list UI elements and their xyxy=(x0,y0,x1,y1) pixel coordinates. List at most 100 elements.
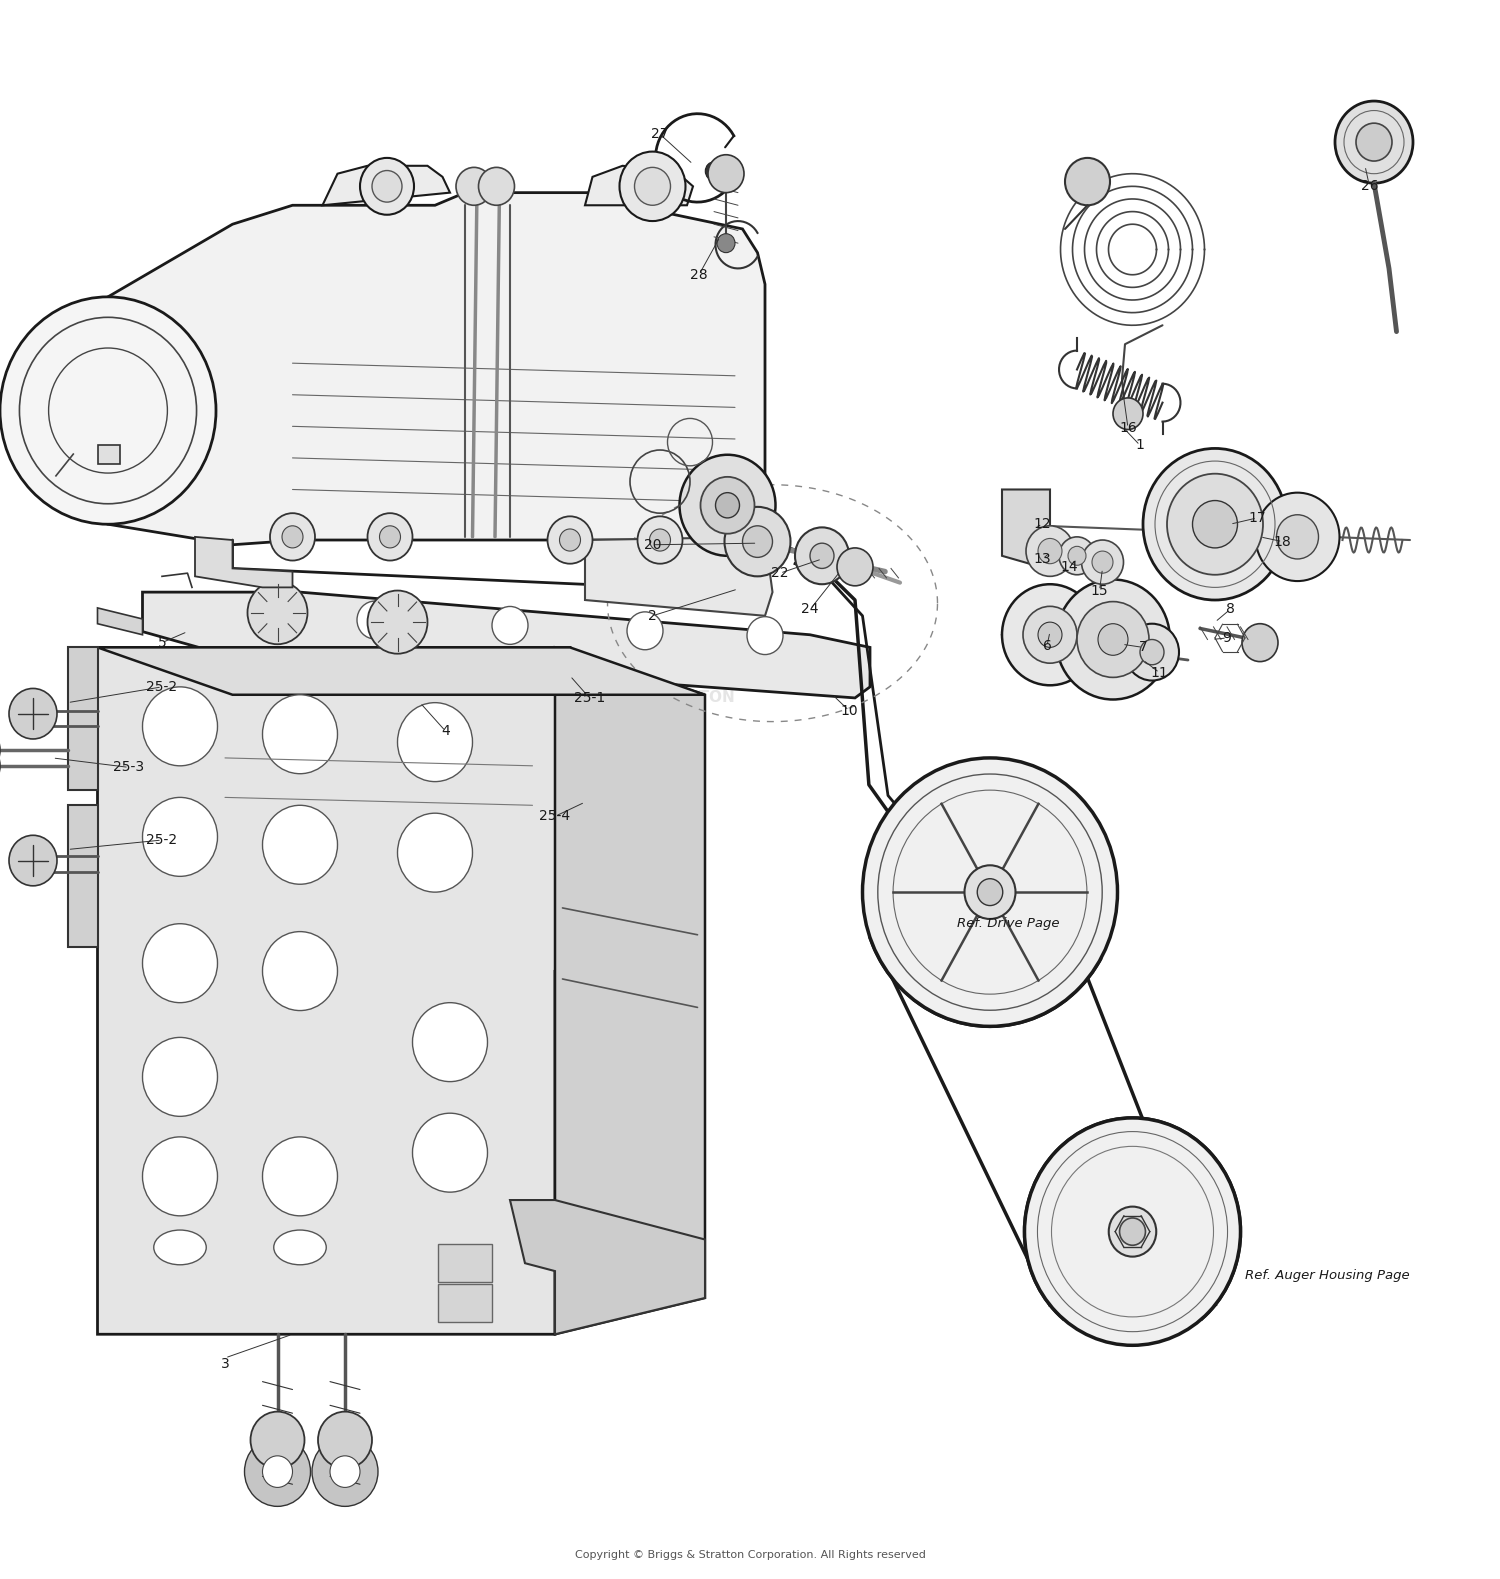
Text: Ref. Drive Page: Ref. Drive Page xyxy=(957,917,1059,930)
Circle shape xyxy=(620,152,686,221)
Text: Copyright © Briggs & Stratton Corporation. All Rights reserved: Copyright © Briggs & Stratton Corporatio… xyxy=(574,1551,926,1560)
Circle shape xyxy=(1113,398,1143,429)
Polygon shape xyxy=(555,647,705,1334)
Circle shape xyxy=(262,805,338,884)
Circle shape xyxy=(1068,546,1086,565)
Text: 25-4: 25-4 xyxy=(540,810,570,823)
Circle shape xyxy=(262,932,338,1011)
Circle shape xyxy=(1335,101,1413,183)
Circle shape xyxy=(1065,158,1110,205)
Circle shape xyxy=(1098,624,1128,655)
Circle shape xyxy=(0,297,216,524)
Text: 28: 28 xyxy=(690,268,708,281)
Circle shape xyxy=(627,611,663,651)
Circle shape xyxy=(634,167,670,205)
Circle shape xyxy=(398,703,472,782)
Circle shape xyxy=(357,602,393,639)
Circle shape xyxy=(1167,474,1263,575)
Circle shape xyxy=(360,158,414,215)
Text: 6: 6 xyxy=(1042,639,1052,652)
Circle shape xyxy=(142,924,218,1003)
Circle shape xyxy=(1143,448,1287,600)
Circle shape xyxy=(964,865,1016,919)
Text: Ref. Auger Housing Page: Ref. Auger Housing Page xyxy=(1245,1270,1410,1282)
Circle shape xyxy=(368,591,428,654)
Circle shape xyxy=(9,688,57,739)
Circle shape xyxy=(142,1037,218,1116)
Circle shape xyxy=(330,1456,360,1487)
Circle shape xyxy=(398,813,472,892)
Circle shape xyxy=(1059,537,1095,575)
Circle shape xyxy=(978,878,1002,906)
Text: 11: 11 xyxy=(1150,666,1168,679)
Circle shape xyxy=(1242,624,1278,662)
Text: 25-2: 25-2 xyxy=(147,681,177,693)
Circle shape xyxy=(1024,1118,1240,1345)
Polygon shape xyxy=(98,647,585,1334)
Text: 25-1: 25-1 xyxy=(574,692,604,704)
Circle shape xyxy=(1023,606,1077,663)
Circle shape xyxy=(708,155,744,193)
Bar xyxy=(438,1244,492,1282)
Text: 4: 4 xyxy=(441,725,450,737)
Circle shape xyxy=(1256,493,1340,581)
Circle shape xyxy=(492,606,528,644)
Polygon shape xyxy=(322,166,450,205)
Circle shape xyxy=(262,1137,338,1216)
Polygon shape xyxy=(68,647,98,790)
Circle shape xyxy=(716,493,740,518)
Polygon shape xyxy=(510,1200,705,1334)
Polygon shape xyxy=(585,537,772,616)
Circle shape xyxy=(368,513,413,561)
Circle shape xyxy=(318,1412,372,1468)
Circle shape xyxy=(1056,579,1170,699)
Circle shape xyxy=(548,516,592,564)
Text: 2: 2 xyxy=(648,609,657,622)
Text: 16: 16 xyxy=(1119,422,1137,434)
Circle shape xyxy=(560,529,580,551)
Text: 13: 13 xyxy=(1034,553,1052,565)
Circle shape xyxy=(248,581,308,644)
Circle shape xyxy=(1356,123,1392,161)
Circle shape xyxy=(413,1003,488,1082)
Circle shape xyxy=(795,527,849,584)
Circle shape xyxy=(1119,1217,1146,1246)
Text: 1: 1 xyxy=(1136,439,1144,452)
Text: 25-2: 25-2 xyxy=(147,834,177,846)
Polygon shape xyxy=(98,445,120,464)
Circle shape xyxy=(252,597,288,635)
Text: 5: 5 xyxy=(158,636,166,649)
Text: 22: 22 xyxy=(771,567,789,579)
Polygon shape xyxy=(195,537,292,587)
Polygon shape xyxy=(108,193,765,545)
Circle shape xyxy=(244,1437,310,1506)
Circle shape xyxy=(810,543,834,568)
Bar xyxy=(438,1284,492,1322)
Circle shape xyxy=(372,171,402,202)
Circle shape xyxy=(638,516,682,564)
Ellipse shape xyxy=(273,1230,327,1265)
Circle shape xyxy=(1026,526,1074,576)
Ellipse shape xyxy=(153,1230,206,1265)
Circle shape xyxy=(650,529,670,551)
Circle shape xyxy=(478,167,514,205)
Circle shape xyxy=(142,687,218,766)
Polygon shape xyxy=(1002,489,1050,565)
Text: 17: 17 xyxy=(1248,512,1266,524)
Circle shape xyxy=(262,695,338,774)
Text: 18: 18 xyxy=(1274,535,1292,548)
Circle shape xyxy=(700,477,754,534)
Text: 14: 14 xyxy=(1060,561,1078,573)
Circle shape xyxy=(747,617,783,655)
Circle shape xyxy=(680,455,776,556)
Circle shape xyxy=(413,1113,488,1192)
Circle shape xyxy=(312,1437,378,1506)
Circle shape xyxy=(380,526,400,548)
Text: 10: 10 xyxy=(840,704,858,717)
Circle shape xyxy=(1002,584,1098,685)
Polygon shape xyxy=(585,166,693,205)
Text: BRIGGS & STRATTON: BRIGGS & STRATTON xyxy=(555,690,735,706)
Circle shape xyxy=(1108,1206,1156,1257)
Polygon shape xyxy=(68,805,98,947)
Polygon shape xyxy=(98,647,705,695)
